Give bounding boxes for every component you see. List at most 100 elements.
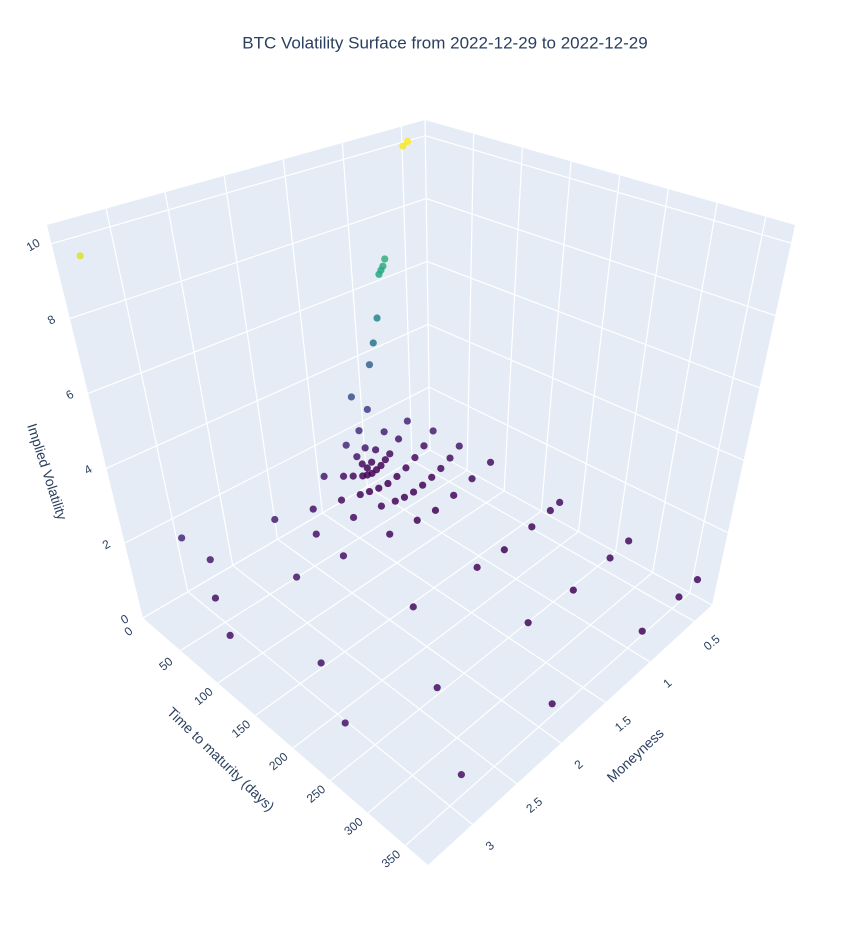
data-point (384, 479, 392, 488)
y-grid-line (540, 161, 572, 512)
data-point (675, 593, 683, 601)
z-grid-line (142, 449, 431, 619)
data-point (486, 458, 495, 466)
z-grid-line (427, 323, 744, 461)
data-point (375, 484, 383, 492)
data-point (386, 530, 394, 538)
data-point (76, 252, 84, 260)
z-tick-label: 4 (82, 462, 95, 478)
y-grid-line (689, 216, 767, 593)
z-grid-line (425, 135, 792, 244)
y-tick-label: 250 (304, 782, 329, 806)
data-point (353, 453, 361, 461)
z-grid-line (428, 386, 729, 534)
data-point (380, 428, 388, 436)
data-point (361, 444, 369, 452)
x-grid-line (341, 142, 368, 487)
y-grid-line (217, 490, 505, 684)
data-point (457, 771, 465, 779)
data-point (386, 450, 394, 458)
scene-grid (51, 119, 792, 846)
data-point (411, 454, 419, 462)
x-grid-line (187, 591, 473, 825)
z-tick-label: 2 (100, 537, 113, 553)
x-tick-label: 1.5 (612, 713, 634, 735)
data-point (625, 537, 633, 545)
y-tick-label: 300 (341, 814, 366, 838)
x-grid-line (411, 459, 695, 622)
data-point (429, 427, 437, 435)
x-grid-line (232, 565, 518, 785)
data-point (638, 627, 646, 635)
x-tick-label: 2.5 (523, 794, 545, 816)
data-point (312, 530, 320, 538)
data-point (381, 255, 389, 263)
y-tick-label: 350 (379, 847, 404, 871)
data-point (548, 700, 556, 708)
data-point (349, 513, 358, 522)
data-point (377, 502, 386, 510)
data-point (556, 498, 564, 506)
z-tick-label: 0 (118, 611, 131, 627)
y-grid-line (405, 592, 691, 846)
scene-walls (47, 120, 795, 865)
x-tick-label: 2 (572, 757, 586, 772)
scene-points (76, 137, 702, 779)
y-grid-line (367, 571, 654, 814)
x-axis-title: Moneyness (603, 725, 666, 786)
data-point (403, 137, 412, 146)
data-point (413, 516, 421, 524)
y-grid-line (614, 188, 670, 553)
data-point (271, 515, 279, 524)
x-tick-label: 3 (483, 838, 497, 853)
z-axis-title: Implied Volatility (24, 421, 70, 521)
data-point (528, 523, 536, 531)
data-point (359, 472, 367, 480)
z-tick-label: 6 (63, 387, 76, 403)
data-point (569, 586, 577, 594)
data-point (391, 497, 399, 505)
data-point (377, 461, 385, 470)
data-point (473, 563, 481, 571)
data-point (546, 506, 554, 515)
data-point (358, 460, 366, 468)
x-grid-line (164, 192, 234, 566)
data-point (363, 464, 371, 472)
data-point (339, 552, 348, 560)
data-point (402, 464, 410, 472)
data-point (446, 454, 454, 462)
data-point (524, 619, 532, 627)
left-wall (47, 120, 430, 618)
z-grid-line (69, 198, 427, 320)
data-point (347, 393, 355, 401)
z-grid-line (124, 386, 430, 544)
data-point (355, 427, 363, 435)
x-grid-line (277, 538, 562, 744)
data-point (309, 505, 317, 513)
x-grid-line (366, 486, 651, 663)
y-tick-label: 100 (191, 684, 216, 708)
data-point (403, 417, 411, 425)
x-grid-line (400, 126, 413, 461)
data-point (375, 270, 383, 278)
data-point (393, 472, 401, 481)
z-grid-line (106, 323, 429, 469)
z-tick-label: 8 (45, 312, 58, 328)
data-point (349, 472, 357, 480)
x-grid-line (105, 208, 189, 592)
y-grid-line (466, 133, 475, 471)
z-grid-line (87, 260, 428, 394)
data-point (394, 435, 403, 443)
chart-title: BTC Volatility Surface from 2022-12-29 t… (242, 33, 647, 52)
y-tick-label: 50 (156, 654, 175, 674)
y-axis-title: Time to maturity (days) (164, 704, 278, 815)
data-point (339, 472, 348, 480)
data-point (369, 339, 377, 347)
data-point (365, 361, 374, 369)
data-point (211, 594, 220, 602)
y-grid-line (180, 469, 468, 652)
x-tick-label: 0.5 (701, 632, 723, 654)
data-point (372, 446, 380, 454)
data-point (320, 472, 328, 481)
y-grid-line (292, 531, 579, 749)
